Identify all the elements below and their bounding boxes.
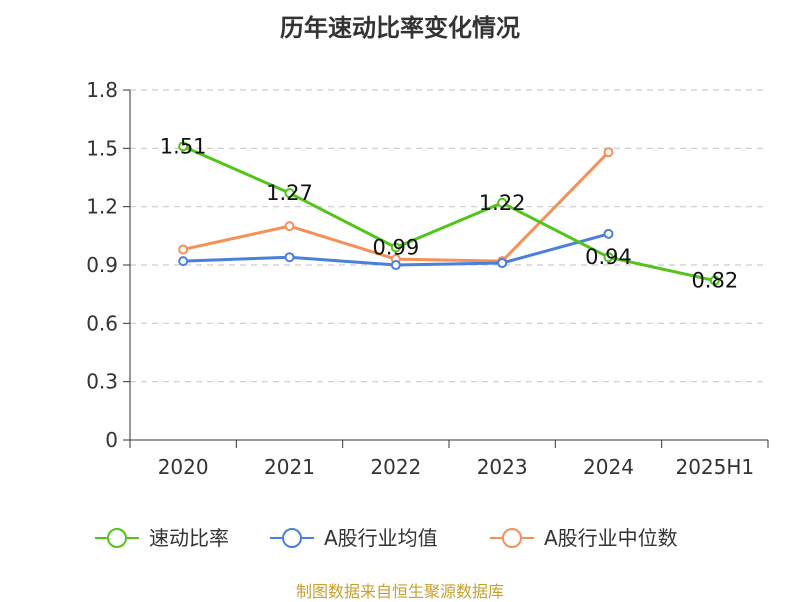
legend-marker-2 bbox=[502, 528, 522, 548]
x-tick-label-2024: 2024 bbox=[583, 455, 634, 479]
data-label-2024: 0.94 bbox=[585, 245, 632, 269]
series-0-point-2022 bbox=[390, 242, 401, 253]
series-0-point-2024 bbox=[603, 252, 614, 263]
label-layer: 1.51 1.27 0.99 1.22 0.94 0.82 bbox=[160, 134, 738, 292]
y-tick-label-1: 0.3 bbox=[86, 370, 118, 394]
data-label-2022: 0.99 bbox=[372, 236, 419, 260]
series-1-point-2020 bbox=[178, 256, 189, 267]
data-label-2025H1: 0.82 bbox=[691, 269, 738, 293]
y-tick-label-0: 0 bbox=[105, 428, 118, 452]
x-tick-label-2025H1: 2025H1 bbox=[675, 455, 754, 479]
y-tick-label-6: 1.8 bbox=[86, 78, 118, 102]
series-2-point-2020 bbox=[178, 244, 189, 255]
series-0-point-2020 bbox=[178, 141, 189, 152]
series-1-point-2021 bbox=[284, 252, 295, 263]
y-tick-label-5: 1.5 bbox=[86, 136, 118, 160]
x-tick-label-2022: 2022 bbox=[370, 455, 421, 479]
y-tick-label-3: 0.9 bbox=[86, 253, 118, 277]
series-2-point-2021 bbox=[284, 221, 295, 232]
axis-layer: 0 0.3 0.6 0.9 1.2 1.5 1.8 2020 2021 2022 2023 2024 2… bbox=[86, 78, 769, 479]
legend-label-1: A股行业均值 bbox=[324, 526, 438, 550]
y-tick-label-4: 1.2 bbox=[86, 195, 118, 219]
series-0-point-2025H1 bbox=[709, 275, 720, 286]
legend-label-0: 速动比率 bbox=[149, 526, 229, 550]
grid-layer bbox=[130, 89, 768, 383]
x-tick-label-2023: 2023 bbox=[477, 455, 528, 479]
legend-layer: 速动比率 A股行业均值 A股行业中位数 bbox=[95, 526, 678, 550]
data-label-2023: 1.22 bbox=[479, 191, 526, 215]
series-1-point-2022 bbox=[390, 260, 401, 270]
y-tick-label-2: 0.6 bbox=[86, 311, 118, 335]
data-label-2020: 1.51 bbox=[160, 134, 207, 158]
legend-label-2: A股行业中位数 bbox=[544, 526, 678, 550]
x-tick-label-2021: 2021 bbox=[264, 455, 315, 479]
series-1-point-2024 bbox=[603, 228, 614, 239]
series-0-point-2023 bbox=[497, 197, 508, 208]
x-tick-label-2020: 2020 bbox=[158, 455, 209, 479]
series-0-point-2021 bbox=[284, 188, 295, 199]
source-note: 制图数据来自恒生聚源数据库 bbox=[295, 582, 504, 601]
legend-marker-1 bbox=[282, 528, 302, 548]
chart-title: 历年速动比率变化情况 bbox=[280, 14, 520, 42]
legend-marker-0 bbox=[107, 528, 127, 548]
series-2-point-2024 bbox=[603, 147, 614, 158]
series-1-point-2023 bbox=[497, 258, 508, 269]
series-line-0 bbox=[182, 145, 716, 283]
series-layer bbox=[178, 141, 720, 286]
data-label-2021: 1.27 bbox=[266, 181, 313, 205]
